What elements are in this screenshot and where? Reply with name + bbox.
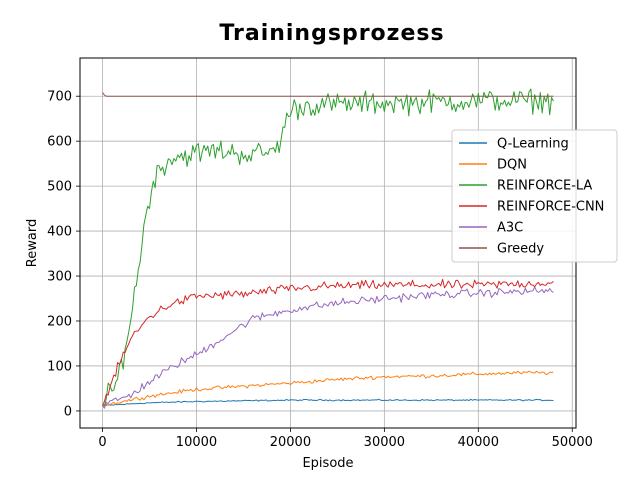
y-tick-label: 0 <box>64 404 72 419</box>
series-line-greedy <box>102 92 554 97</box>
x-axis-label: Episode <box>302 456 353 471</box>
series-line-a3c <box>102 286 554 409</box>
y-tick-label: 100 <box>47 359 72 374</box>
y-tick-label: 400 <box>47 225 72 240</box>
y-tick-label: 300 <box>47 270 72 285</box>
x-tick-label: 20000 <box>270 435 311 450</box>
series-line-dqn <box>102 370 554 407</box>
x-tick-label: 10000 <box>176 435 217 450</box>
legend-label: Greedy <box>497 242 544 257</box>
legend: Q-Learning DQN REINFORCE-LA REINFORCE-CNN A3… <box>451 129 618 263</box>
series-line-q-learning <box>102 398 554 407</box>
legend-label: REINFORCE-CNN <box>497 200 604 215</box>
y-tick-label: 200 <box>47 315 72 330</box>
y-axis-ticks: 0 100 200 300 400 500 600 700 <box>47 90 80 419</box>
x-tick-label: 0 <box>98 435 106 450</box>
x-tick-label: 50000 <box>552 435 593 450</box>
x-tick-label: 40000 <box>458 435 499 450</box>
legend-label: Q-Learning <box>497 137 569 152</box>
y-axis-label: Reward <box>25 219 40 267</box>
series-line-reinforce-cnn <box>102 278 554 406</box>
chart-title: Trainingsprozess <box>219 21 444 46</box>
plot-lines <box>102 88 554 409</box>
legend-box <box>451 129 618 263</box>
x-axis-ticks: 0 10000 20000 30000 40000 50000 <box>98 428 593 450</box>
legend-label: REINFORCE-LA <box>497 179 592 194</box>
legend-label: A3C <box>497 221 523 236</box>
x-tick-label: 30000 <box>364 435 405 450</box>
series-line-reinforce-la <box>102 88 554 407</box>
y-tick-label: 700 <box>47 90 72 105</box>
y-tick-label: 500 <box>47 180 72 195</box>
y-tick-label: 600 <box>47 135 72 150</box>
legend-label: DQN <box>497 158 527 173</box>
